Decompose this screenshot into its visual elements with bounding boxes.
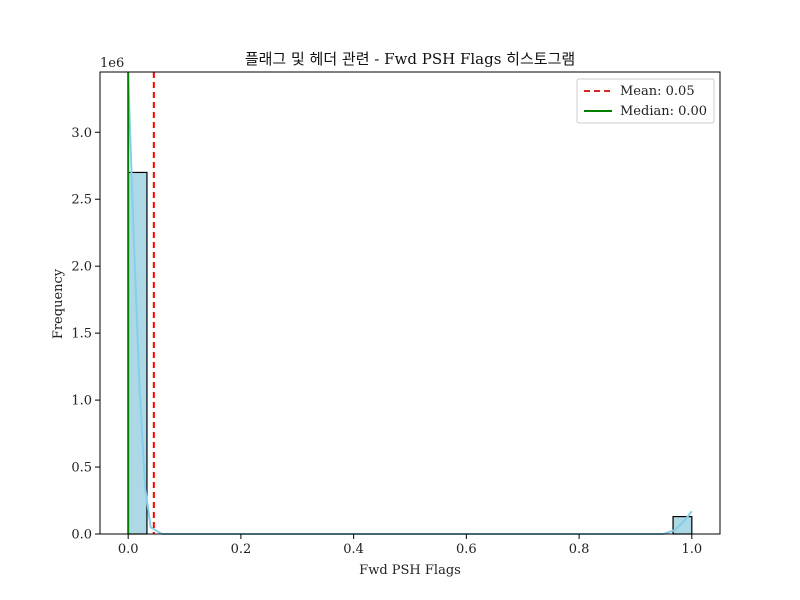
y-axis-label: Frequency	[51, 268, 66, 339]
x-tick-label-4: 0.8	[569, 542, 590, 557]
y-tick-label-0: 0.0	[71, 528, 92, 543]
y-tick-label-4: 2.0	[71, 260, 92, 275]
axis-ticks: 0.0 0.2 0.4 0.6 0.8 1.0 0.0 0.5 1.0 1.5 2.0 2.5 3.0	[71, 126, 702, 557]
y-tick-label-2: 1.0	[71, 394, 92, 409]
y-tick-label-1: 0.5	[71, 461, 92, 476]
legend-mean-label: Mean: 0.05	[620, 84, 695, 99]
legend: Mean: 0.05 Median: 0.00	[576, 78, 715, 124]
y-tick-label-5: 2.5	[71, 193, 92, 208]
histogram-bar-1	[672, 515, 693, 535]
x-tick-label-1: 0.2	[231, 542, 252, 557]
x-tick-label-3: 0.6	[456, 542, 477, 557]
y-tick-label-6: 3.0	[71, 126, 92, 141]
plot-area	[99, 71, 721, 535]
y-tick-label-3: 1.5	[71, 327, 92, 342]
x-tick-label-2: 0.4	[343, 542, 364, 557]
axes-frame	[99, 71, 721, 535]
x-tick-label-0: 0.0	[118, 542, 139, 557]
chart-title: 플래그 및 헤더 관련 - Fwd PSH Flags 히스토그램	[245, 50, 575, 68]
x-axis-label: Fwd PSH Flags	[359, 563, 461, 578]
y-multiplier-label: 1e6	[100, 56, 124, 71]
legend-median-label: Median: 0.00	[620, 104, 707, 119]
x-tick-label-5: 1.0	[681, 542, 702, 557]
kde-curve	[127, 75, 693, 535]
